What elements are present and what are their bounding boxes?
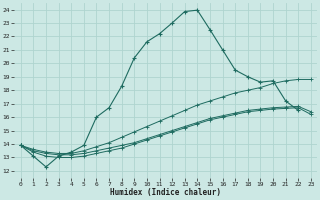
X-axis label: Humidex (Indice chaleur): Humidex (Indice chaleur) — [110, 188, 221, 197]
